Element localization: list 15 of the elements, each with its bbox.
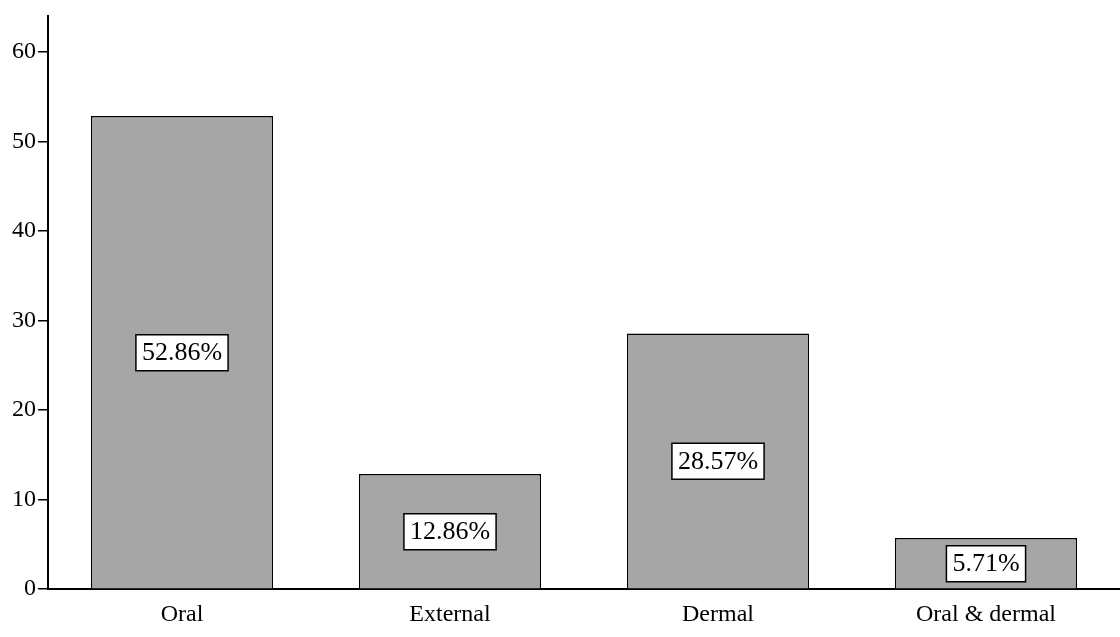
x-tick-label: External <box>409 599 491 626</box>
x-tick-label: Oral & dermal <box>916 599 1057 626</box>
y-tick-label: 30 <box>12 306 36 332</box>
y-tick-label: 20 <box>12 395 36 422</box>
y-tick-label: 40 <box>12 216 36 243</box>
y-tick-label: 0 <box>24 574 36 601</box>
x-tick-label: Oral <box>160 599 204 626</box>
data-label: 12.86% <box>409 516 491 546</box>
data-label: 28.57% <box>677 446 759 476</box>
y-tick-label: 60 <box>12 37 36 64</box>
y-tick-label: 10 <box>12 485 36 511</box>
x-tick-label: Dermal <box>682 599 755 626</box>
data-label: 5.71% <box>952 548 1020 578</box>
y-tick-label: 50 <box>12 127 36 153</box>
data-label: 52.86% <box>141 337 223 367</box>
